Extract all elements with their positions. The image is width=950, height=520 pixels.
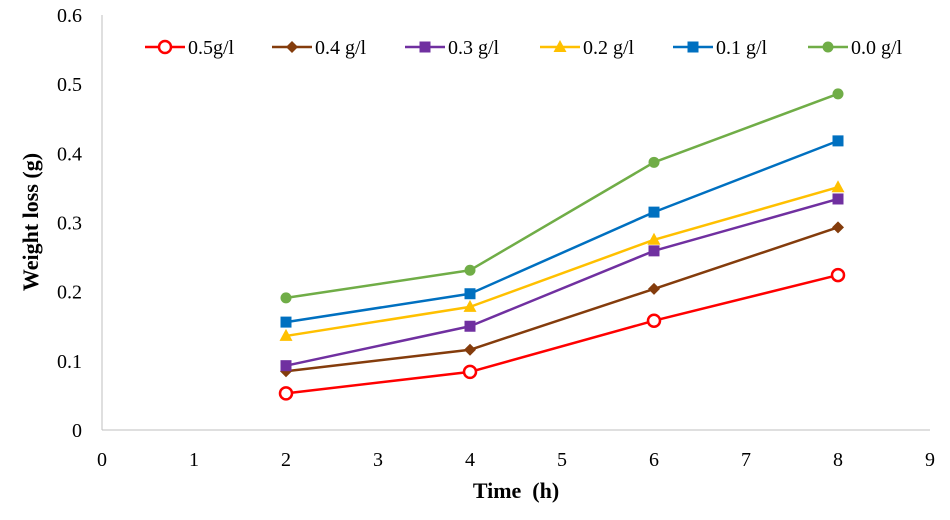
data-point (280, 292, 292, 304)
y-tick-label: 0.4 (57, 143, 82, 165)
legend-label: 0.3 g/l (448, 37, 500, 59)
series-0-3-g-l (280, 193, 844, 372)
series-0-1-g-l (280, 135, 844, 328)
data-point (832, 88, 844, 100)
data-point (464, 264, 476, 276)
series-line (285, 186, 839, 338)
data-point (832, 221, 844, 234)
legend-label: 0.0 g/l (851, 37, 903, 59)
series-line (285, 92, 839, 300)
data-point (648, 282, 660, 295)
y-tick-label: 0.5 (57, 74, 82, 96)
x-axis-title: Time (h) (473, 478, 559, 503)
data-point (278, 386, 294, 401)
legend-label: 0.1 g/l (716, 37, 768, 59)
legend-item: 0.2 g/l (540, 37, 635, 59)
y-tick-label: 0.3 (57, 213, 82, 235)
data-point (648, 245, 660, 257)
y-tick-label: 0.2 (57, 282, 82, 304)
y-tick-label: 0.1 (57, 351, 82, 373)
data-point (646, 313, 662, 328)
data-point (279, 328, 293, 341)
x-tick-label: 0 (97, 449, 107, 471)
data-point (832, 193, 844, 205)
legend-item: 0.5g/l (145, 37, 235, 59)
series-line (285, 273, 839, 395)
legend-marker (419, 41, 431, 53)
legend-marker (822, 41, 834, 53)
legend-label: 0.4 g/l (315, 37, 367, 59)
legend: 0.5g/l 0.4 g/l 0.3 g/l 0.2 g/l 0.1 g/l 0.0 g/… (145, 37, 903, 59)
legend-item: 0.3 g/l (405, 37, 500, 59)
legend-item: 0.4 g/l (272, 37, 367, 59)
series-layer (278, 88, 846, 401)
data-point (647, 232, 661, 245)
series-line (285, 197, 839, 367)
y-tick-label: 0.6 (57, 5, 82, 27)
x-tick-label: 4 (465, 449, 475, 471)
series-line (285, 139, 839, 324)
data-point (464, 343, 476, 356)
x-tick-label: 3 (373, 449, 383, 471)
legend-marker (553, 40, 567, 52)
x-tick-label: 7 (741, 449, 751, 471)
series-0-5g-l (278, 267, 846, 401)
data-point (280, 360, 292, 372)
y-tick-labels: 0 0.1 0.2 0.3 0.4 0.5 0.6 (57, 5, 82, 442)
data-point (831, 180, 845, 193)
x-tick-label: 2 (281, 449, 291, 471)
data-point (280, 316, 292, 328)
x-tick-label: 6 (649, 449, 659, 471)
legend-marker (157, 39, 173, 55)
x-tick-label: 5 (557, 449, 567, 471)
legend-marker (687, 41, 699, 53)
series-0-2-g-l (279, 180, 845, 341)
data-point (832, 135, 844, 147)
x-tick-label: 8 (833, 449, 843, 471)
data-point (830, 267, 846, 283)
data-point (464, 320, 476, 332)
x-tick-labels: 0 1 2 3 4 5 6 7 8 9 (97, 449, 935, 471)
data-point (462, 364, 478, 380)
axes (101, 15, 930, 431)
data-point (464, 288, 476, 300)
legend-marker (286, 41, 298, 53)
legend-label: 0.5g/l (188, 37, 235, 59)
data-point (463, 299, 477, 312)
x-tick-label: 9 (925, 449, 935, 471)
y-axis-title: Weight loss (g) (18, 153, 43, 291)
series-0-4-g-l (280, 221, 844, 378)
data-point (648, 156, 660, 168)
series-line (285, 226, 839, 373)
series-0-0-g-l (280, 88, 844, 304)
x-tick-label: 1 (189, 449, 199, 471)
legend-item: 0.1 g/l (673, 37, 768, 59)
legend-label: 0.2 g/l (583, 37, 635, 59)
data-point (648, 206, 660, 218)
legend-item: 0.0 g/l (808, 37, 903, 59)
y-tick-label: 0 (72, 420, 82, 442)
